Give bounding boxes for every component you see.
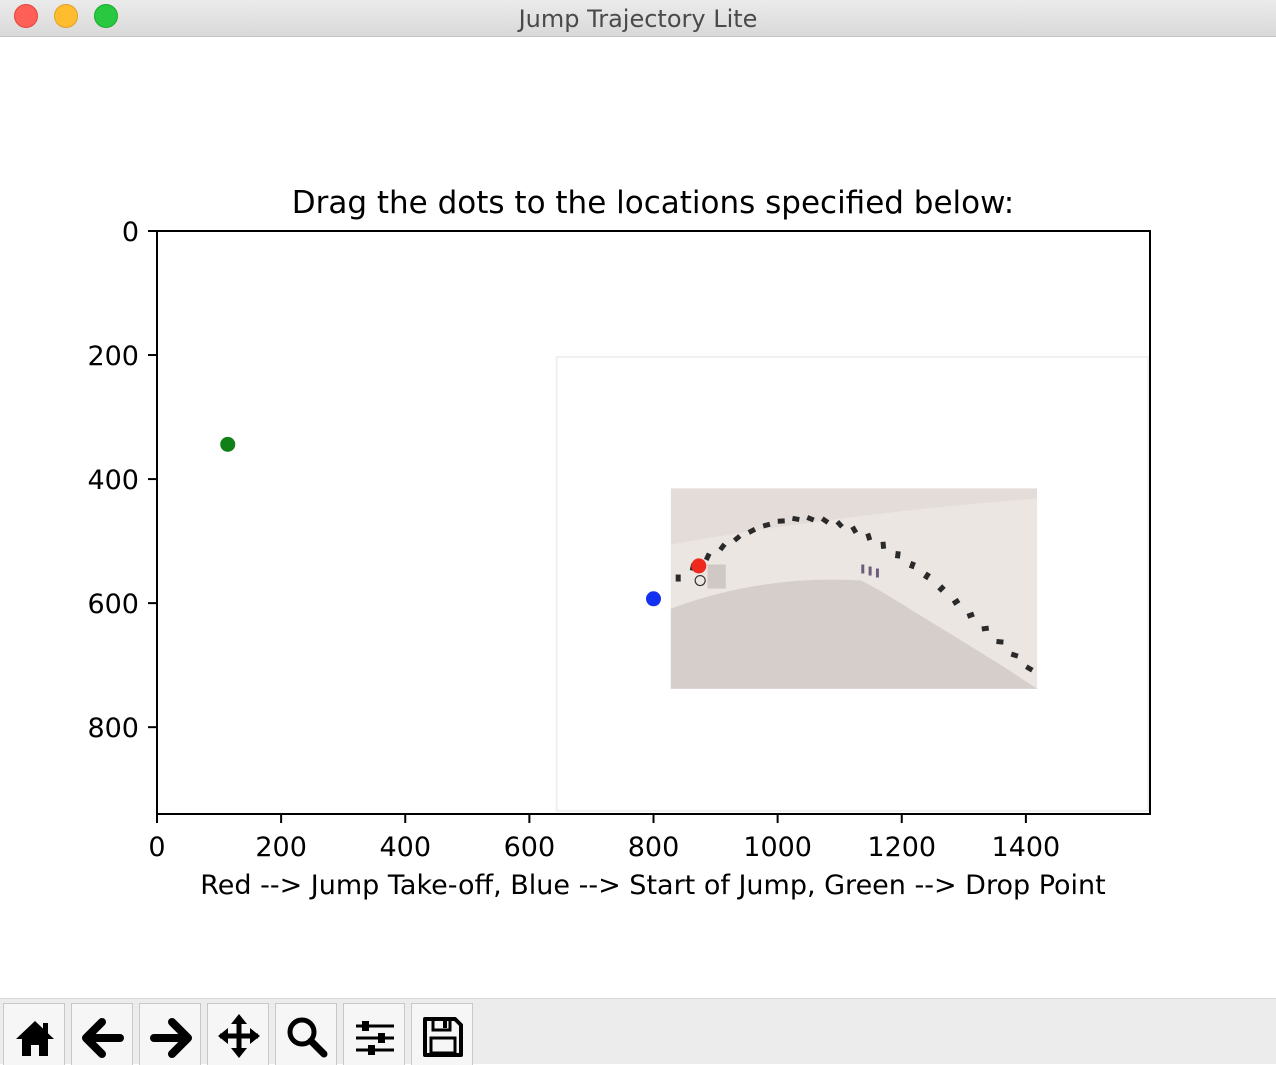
y-tick-label: 200 (87, 341, 139, 372)
move-icon (218, 1014, 260, 1058)
photo-rider (718, 542, 727, 552)
arrow-left-icon (82, 1018, 124, 1058)
photo-rider (835, 519, 844, 529)
x-tick-label: 400 (379, 832, 431, 863)
photo-kicker (707, 564, 726, 589)
home-icon (16, 1021, 54, 1056)
photo-rider (762, 521, 771, 529)
photo-rider (675, 574, 681, 582)
plot-svg[interactable]: Drag the dots to the locations specified… (0, 38, 1276, 998)
navigation-toolbar (0, 998, 1276, 1065)
photo-rider (865, 532, 873, 541)
inset-layer (555, 355, 1150, 812)
window-titlebar: Jump Trajectory Lite (0, 0, 1276, 37)
photo-rider (1010, 651, 1019, 659)
photo-rider (732, 534, 742, 543)
minimize-window-button[interactable] (54, 4, 78, 28)
photo-rider (966, 611, 975, 619)
photo-rider (1025, 664, 1034, 673)
y-tick-label: 800 (87, 713, 139, 744)
back-button[interactable] (71, 1003, 133, 1065)
red-dot[interactable] (691, 558, 707, 574)
photo-rider (850, 525, 859, 535)
photo-spectator (861, 564, 865, 574)
photo-rider (703, 552, 712, 561)
sliders-icon (356, 1021, 394, 1055)
forward-button[interactable] (139, 1003, 201, 1065)
x-tick-label: 1400 (992, 832, 1061, 863)
maximize-window-button[interactable] (94, 4, 118, 28)
y-tick-label: 400 (87, 465, 139, 496)
x-tick-label: 800 (628, 832, 680, 863)
photo-rider (937, 584, 946, 593)
save-button[interactable] (411, 1003, 473, 1065)
plot-title: Drag the dots to the locations specified… (292, 185, 1015, 221)
x-tick-label: 600 (504, 832, 556, 863)
photo-rider (951, 597, 961, 606)
magnifier-icon (287, 1017, 328, 1058)
window-title: Jump Trajectory Lite (518, 5, 758, 33)
photo-rider (981, 625, 990, 632)
photo-logo (694, 574, 706, 587)
x-axis: 0 200 400 600 800 1000 1200 1400 (148, 814, 1060, 863)
y-tick-label: 600 (87, 589, 139, 620)
draggable-points[interactable] (220, 436, 707, 607)
figure-canvas[interactable]: Drag the dots to the locations specified… (0, 38, 1276, 998)
x-tick-label: 0 (148, 832, 165, 863)
photo-rider (777, 518, 785, 524)
jump-photo (670, 488, 1038, 689)
photo-rider (996, 639, 1004, 645)
y-axis: 0 200 400 600 800 (87, 217, 157, 744)
photo-rider (894, 551, 901, 559)
arrow-right-icon (150, 1018, 192, 1058)
photo-rider (820, 516, 830, 525)
x-tick-label: 1000 (743, 832, 812, 863)
photo-rider (880, 541, 887, 549)
photo-rider (806, 515, 815, 523)
pan-button[interactable] (207, 1003, 269, 1065)
photo-ramp (670, 579, 1038, 689)
photo-spectator (875, 568, 879, 578)
photo-rider (747, 527, 757, 535)
home-button[interactable] (3, 1003, 65, 1065)
y-tick-label: 0 (122, 217, 139, 248)
inset-frame (555, 355, 1150, 812)
x-tick-label: 200 (255, 832, 307, 863)
x-axis-label: Red --> Jump Take-off, Blue --> Start of… (200, 870, 1106, 901)
blue-dot[interactable] (646, 591, 661, 607)
photo-spectator (868, 566, 872, 576)
zoom-button[interactable] (275, 1003, 337, 1065)
close-window-button[interactable] (14, 4, 38, 28)
photo-rider (922, 571, 931, 581)
floppy-icon (423, 1017, 463, 1057)
configure-subplots-button[interactable] (343, 1003, 405, 1065)
photo-rider (908, 561, 916, 570)
photo-rider (791, 515, 800, 523)
green-dot[interactable] (220, 436, 236, 452)
x-tick-label: 1200 (867, 832, 936, 863)
